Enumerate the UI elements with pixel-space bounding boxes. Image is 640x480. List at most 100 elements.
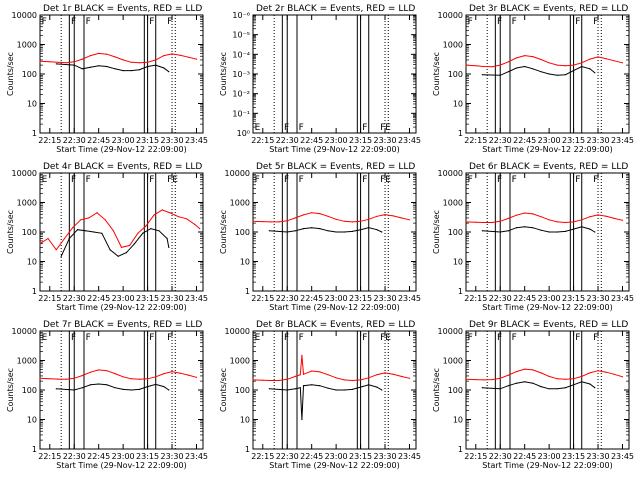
x-tick-label: 22:30 <box>63 294 86 303</box>
lld-point <box>532 56 534 58</box>
lld-point <box>104 219 106 221</box>
lld-point <box>515 214 518 216</box>
x-tick-label: 22:45 <box>87 452 110 461</box>
flag-label: F <box>149 175 154 185</box>
lld-point <box>507 217 509 219</box>
events-point <box>376 229 378 231</box>
flag-label: F <box>86 17 91 27</box>
events-point <box>133 243 136 245</box>
lld-point <box>491 66 493 68</box>
lld-point <box>392 215 394 217</box>
lld-point <box>88 217 90 219</box>
flag-label: F <box>167 17 172 27</box>
lld-point <box>621 376 624 378</box>
y-tick-label: 10 <box>27 416 37 425</box>
lld-point <box>147 378 149 380</box>
x-tick-label: 22:45 <box>300 136 323 145</box>
events-point <box>532 227 534 229</box>
lld-point <box>39 60 41 62</box>
events-point <box>311 384 313 386</box>
events-point <box>302 228 305 230</box>
lld-point <box>311 370 313 372</box>
lld-point <box>39 243 41 245</box>
events-point <box>319 228 321 230</box>
x-tick-label: 23:45 <box>398 136 421 145</box>
lld-point <box>130 378 132 380</box>
y-tick-label: 10000 <box>12 169 37 178</box>
flag-label: F <box>575 333 580 343</box>
lld-point <box>507 374 509 376</box>
events-point <box>73 64 75 66</box>
x-tick-label: 22:15 <box>38 294 61 303</box>
lld-point <box>360 379 362 381</box>
events-point <box>268 230 270 232</box>
events-point <box>564 230 567 232</box>
panel-title: Det 9r BLACK = Events, RED = LLD <box>469 320 628 330</box>
panel-6: Det 6r BLACK = Events, RED = LLD 1 10 100 10… <box>432 162 634 312</box>
events-point <box>573 228 575 230</box>
events-point <box>130 389 132 391</box>
panel-5: Det 5r BLACK = Events, RED = LLD 1 10 100 10… <box>219 162 421 312</box>
flag-label: F <box>86 175 91 185</box>
x-tick-label: 23:15 <box>136 136 159 145</box>
lld-point <box>163 373 165 375</box>
events-point <box>515 382 518 384</box>
lld-point <box>515 371 518 373</box>
plot-frame <box>252 14 417 134</box>
events-point <box>481 387 483 389</box>
lld-point <box>262 221 264 223</box>
lld-point <box>613 373 615 375</box>
lld-point <box>57 61 59 63</box>
lld-point <box>564 65 567 67</box>
events-point <box>548 388 550 390</box>
lld-point <box>556 378 558 380</box>
lld-point <box>199 228 201 230</box>
lld-point <box>499 64 501 66</box>
flag-label: FE <box>380 175 391 185</box>
lld-point <box>299 374 301 376</box>
lld-point <box>73 61 75 63</box>
x-tick-label: 23:15 <box>136 294 159 303</box>
lld-point <box>573 64 575 66</box>
lld-series-line <box>252 212 410 223</box>
events-point <box>302 385 305 387</box>
lld-point <box>47 237 49 240</box>
flag-label: F <box>512 333 517 343</box>
events-point <box>138 69 140 71</box>
lld-point <box>98 369 100 371</box>
y-tick-label: 10000 <box>225 169 250 178</box>
lld-point <box>311 212 313 214</box>
lld-point <box>286 378 288 380</box>
events-point <box>147 386 149 388</box>
events-point <box>68 237 70 240</box>
events-point <box>548 231 550 233</box>
y-tick-label: 10⁰ <box>237 129 250 138</box>
lld-point <box>179 372 181 374</box>
lld-point <box>262 379 264 381</box>
y-tick-label: 10⁻⁵ <box>232 31 250 40</box>
lld-point <box>138 378 140 380</box>
y-tick-label: 1000 <box>230 199 250 208</box>
lld-point <box>122 59 124 61</box>
events-point <box>335 389 337 391</box>
events-point <box>60 255 62 257</box>
x-tick-label: 23:00 <box>325 452 348 461</box>
events-point <box>130 70 132 72</box>
events-point <box>55 388 57 390</box>
lld-point <box>195 376 198 378</box>
events-point <box>155 64 157 66</box>
events-point <box>299 387 301 389</box>
events-point <box>381 231 383 233</box>
lld-point <box>351 379 353 382</box>
events-point <box>351 388 353 390</box>
lld-point <box>548 62 550 64</box>
y-tick-label: 10 <box>453 258 463 267</box>
lld-point <box>597 214 599 216</box>
events-point <box>481 230 483 232</box>
events-point <box>294 388 296 390</box>
lld-point <box>155 376 157 378</box>
events-point <box>109 249 111 251</box>
events-point <box>556 74 558 76</box>
lld-point <box>114 56 116 58</box>
flag-label: E <box>42 333 48 343</box>
